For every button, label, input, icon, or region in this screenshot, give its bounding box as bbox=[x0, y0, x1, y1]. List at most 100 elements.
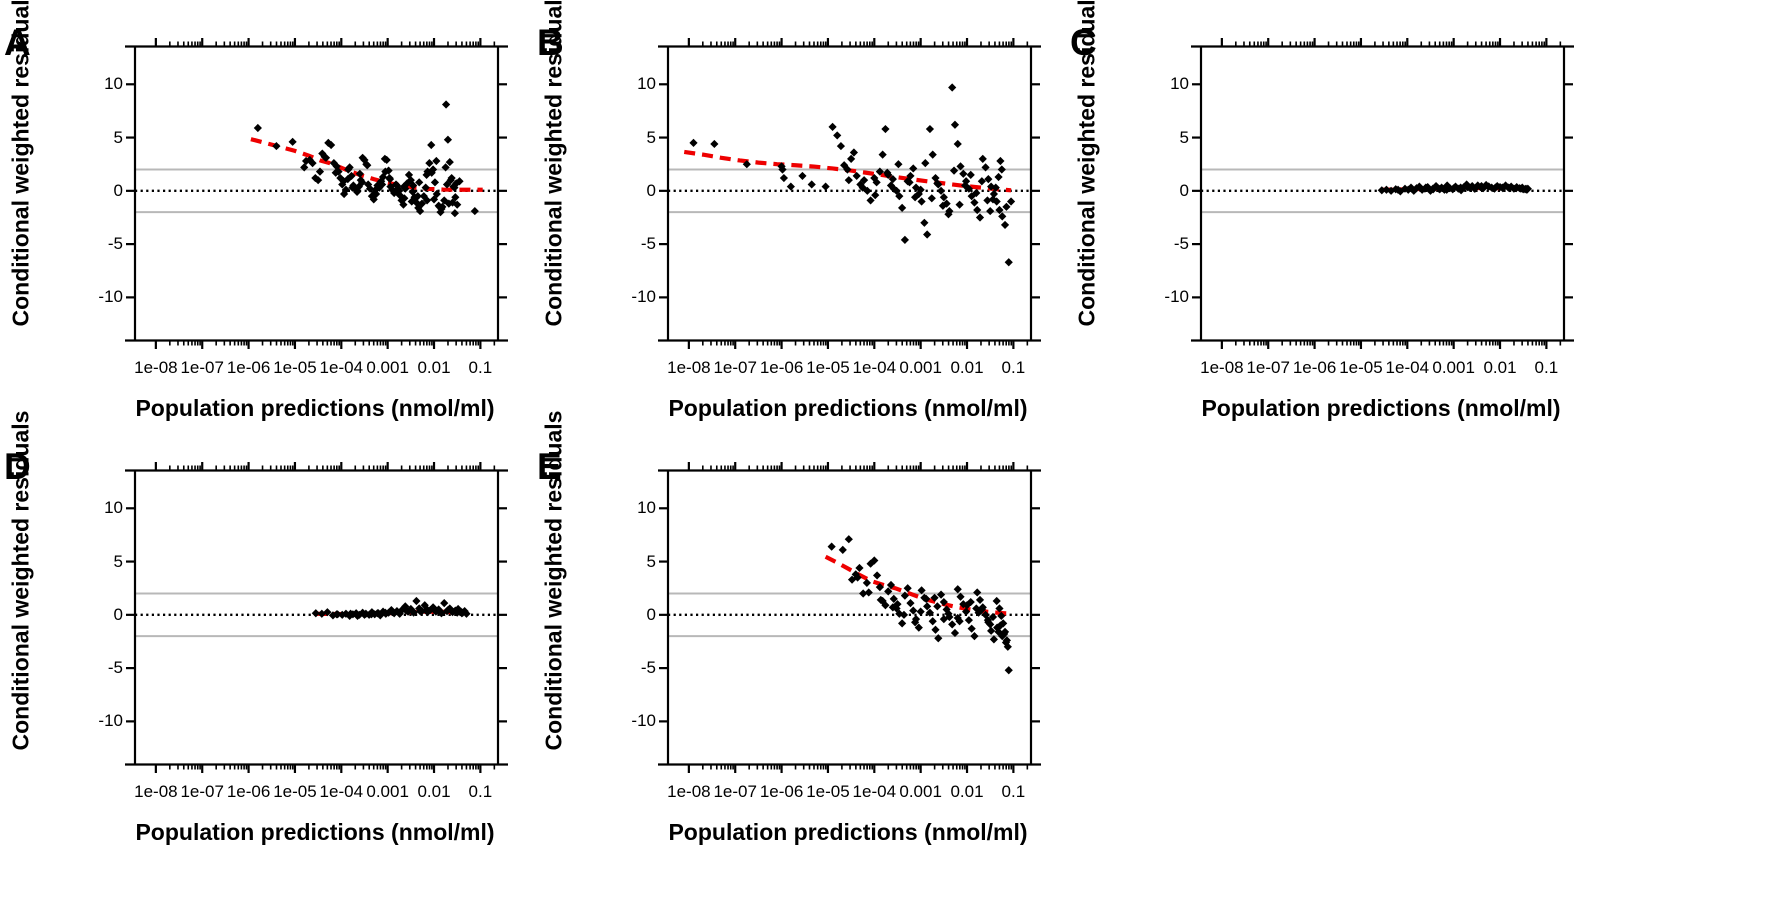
y-tick-label: -5 bbox=[107, 658, 123, 678]
data-point bbox=[986, 620, 995, 629]
x-tick-label: 1e-05 bbox=[273, 358, 317, 377]
y-tick-label: 0 bbox=[646, 180, 656, 200]
data-point bbox=[470, 206, 479, 216]
data-point bbox=[1001, 638, 1011, 647]
data-point bbox=[917, 197, 926, 206]
x-axis-label: Population predictions (nmol/ml) bbox=[135, 395, 495, 421]
x-tick-label: 1e-04 bbox=[852, 358, 897, 377]
data-point bbox=[742, 160, 751, 169]
data-point-group bbox=[1377, 180, 1532, 196]
data-point bbox=[973, 588, 982, 597]
data-point bbox=[375, 183, 384, 192]
data-point bbox=[838, 545, 847, 554]
plot-area: 1e-08 1e-07 1e-06 1e-05 1e-04 0.001 0.01 0.1 10 5… bbox=[631, 462, 1041, 801]
x-tick-label: 1e-04 bbox=[1385, 358, 1430, 377]
x-tick-label: 0.001 bbox=[366, 358, 409, 377]
data-point bbox=[836, 141, 846, 151]
data-point bbox=[432, 156, 441, 166]
data-point bbox=[425, 159, 434, 168]
data-point bbox=[900, 235, 910, 244]
y-tick-label: -10 bbox=[1164, 287, 1189, 307]
data-point bbox=[923, 602, 932, 611]
x-tick-label: 0.01 bbox=[417, 358, 451, 377]
x-tick-label: 1e-05 bbox=[273, 782, 317, 801]
y-axis-label: Conditional weighted residuals bbox=[540, 410, 567, 751]
x-tick-label: 1e-04 bbox=[319, 358, 364, 377]
y-tick-label: 5 bbox=[113, 127, 123, 147]
data-point bbox=[430, 178, 440, 187]
data-point bbox=[910, 618, 920, 627]
x-tick-label: 1e-05 bbox=[806, 782, 850, 801]
data-point bbox=[956, 592, 965, 601]
data-point bbox=[436, 608, 446, 617]
data-point bbox=[412, 596, 421, 606]
x-tick-label: 1e-07 bbox=[713, 782, 757, 801]
data-point bbox=[949, 166, 959, 175]
x-tick-label: 0.01 bbox=[1483, 358, 1517, 377]
data-point bbox=[898, 203, 907, 212]
data-point bbox=[443, 135, 453, 144]
data-point bbox=[931, 625, 940, 634]
data-point bbox=[855, 563, 864, 573]
data-point bbox=[807, 180, 816, 189]
data-point bbox=[973, 205, 982, 215]
data-point bbox=[909, 606, 918, 615]
data-point bbox=[401, 602, 410, 611]
data-point bbox=[934, 634, 943, 643]
data-point bbox=[959, 169, 968, 178]
data-point bbox=[953, 139, 962, 149]
y-tick-label: 0 bbox=[113, 180, 123, 200]
data-point bbox=[981, 610, 990, 619]
data-point bbox=[933, 179, 942, 188]
data-point bbox=[417, 199, 427, 208]
y-tick-label: 5 bbox=[646, 551, 656, 571]
data-point bbox=[429, 604, 439, 613]
data-point bbox=[427, 140, 436, 150]
panel-e: E Conditional weighted residuals Populatio… bbox=[533, 410, 1123, 872]
x-tick-label: 0.1 bbox=[1534, 358, 1559, 377]
x-tick-label: 1e-05 bbox=[806, 358, 850, 377]
x-tick-label: 1e-08 bbox=[667, 782, 711, 801]
data-point bbox=[964, 616, 973, 625]
y-tick-label: -5 bbox=[1173, 234, 1189, 254]
y-tick-label: -10 bbox=[98, 287, 123, 307]
data-point bbox=[798, 171, 807, 181]
data-point bbox=[355, 169, 364, 178]
data-point bbox=[991, 183, 1000, 192]
plot-area: 1e-08 1e-07 1e-06 1e-05 1e-04 0.001 0.01 0.1 10 5… bbox=[98, 462, 508, 801]
data-point bbox=[339, 189, 349, 199]
data-point bbox=[870, 556, 879, 565]
x-tick-label: 1e-06 bbox=[1292, 358, 1337, 377]
x-tick-label: 1e-06 bbox=[226, 358, 271, 377]
data-point bbox=[989, 189, 999, 199]
data-point bbox=[404, 170, 414, 179]
x-tick-label: 1e-07 bbox=[180, 782, 224, 801]
data-point bbox=[308, 159, 317, 168]
x-tick-label: 1e-05 bbox=[1339, 358, 1383, 377]
data-point bbox=[453, 608, 462, 617]
data-point bbox=[961, 177, 971, 186]
data-point bbox=[860, 176, 869, 185]
data-point bbox=[950, 628, 960, 638]
x-tick-label: 1e-08 bbox=[1200, 358, 1244, 377]
data-point bbox=[460, 607, 469, 616]
data-point bbox=[441, 100, 451, 109]
data-point bbox=[955, 617, 964, 626]
data-point bbox=[966, 170, 975, 179]
data-point bbox=[446, 176, 455, 185]
data-point bbox=[996, 156, 1005, 166]
data-point bbox=[821, 182, 830, 191]
data-point-group bbox=[689, 83, 1016, 267]
panel-c: C Conditional weighted residuals Populatio… bbox=[1066, 0, 1656, 448]
data-point bbox=[409, 181, 418, 190]
data-point bbox=[986, 206, 995, 216]
data-point bbox=[1000, 220, 1010, 230]
data-point bbox=[1393, 185, 1403, 194]
data-point bbox=[400, 194, 409, 203]
data-point bbox=[956, 162, 965, 171]
data-point bbox=[997, 165, 1006, 174]
panel-d: D Conditional weighted residuals Populatio… bbox=[0, 411, 590, 872]
data-point bbox=[988, 195, 998, 204]
data-point bbox=[909, 164, 918, 173]
